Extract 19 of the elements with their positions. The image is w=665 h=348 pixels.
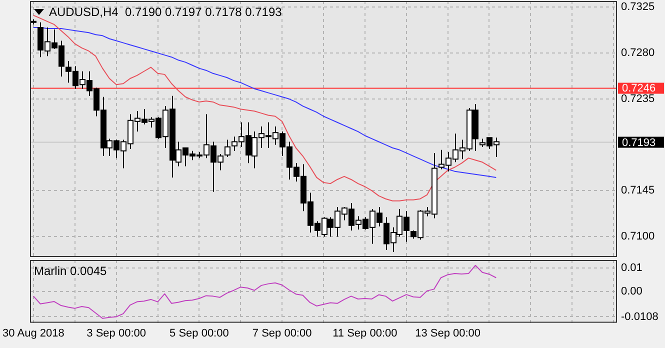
ref-line-label: 0.7193 [622, 136, 656, 149]
x-tick-label: 3 Sep 00:00 [86, 327, 146, 340]
y-tick-label: 0.7325 [621, 1, 655, 14]
candlestick [224, 139, 230, 158]
y-tick-label: -0.0108 [621, 310, 658, 323]
x-tick-label: 13 Sep 00:00 [415, 327, 481, 340]
y-tick-label: 0.7280 [621, 47, 655, 60]
x-tick-label: 30 Aug 2018 [2, 327, 64, 340]
chart-title: Marlin 0.0045 [34, 264, 107, 278]
y-tick-label: 0.7100 [621, 230, 655, 243]
x-tick-label: 11 Sep 00:00 [332, 327, 398, 340]
y-tick-label: 0.00 [621, 286, 642, 298]
chart-title: AUDUSD,H4 0.7190 0.7197 0.7178 0.7193 [49, 5, 282, 19]
y-tick-label: 0.7235 [621, 92, 655, 105]
x-tick-label: 7 Sep 00:00 [252, 327, 312, 340]
x-tick-label: 5 Sep 00:00 [170, 327, 229, 340]
y-tick-label: 0.01 [621, 262, 642, 274]
ref-line-label: 0.7246 [622, 82, 656, 95]
y-tick-label: 0.7145 [621, 184, 655, 197]
